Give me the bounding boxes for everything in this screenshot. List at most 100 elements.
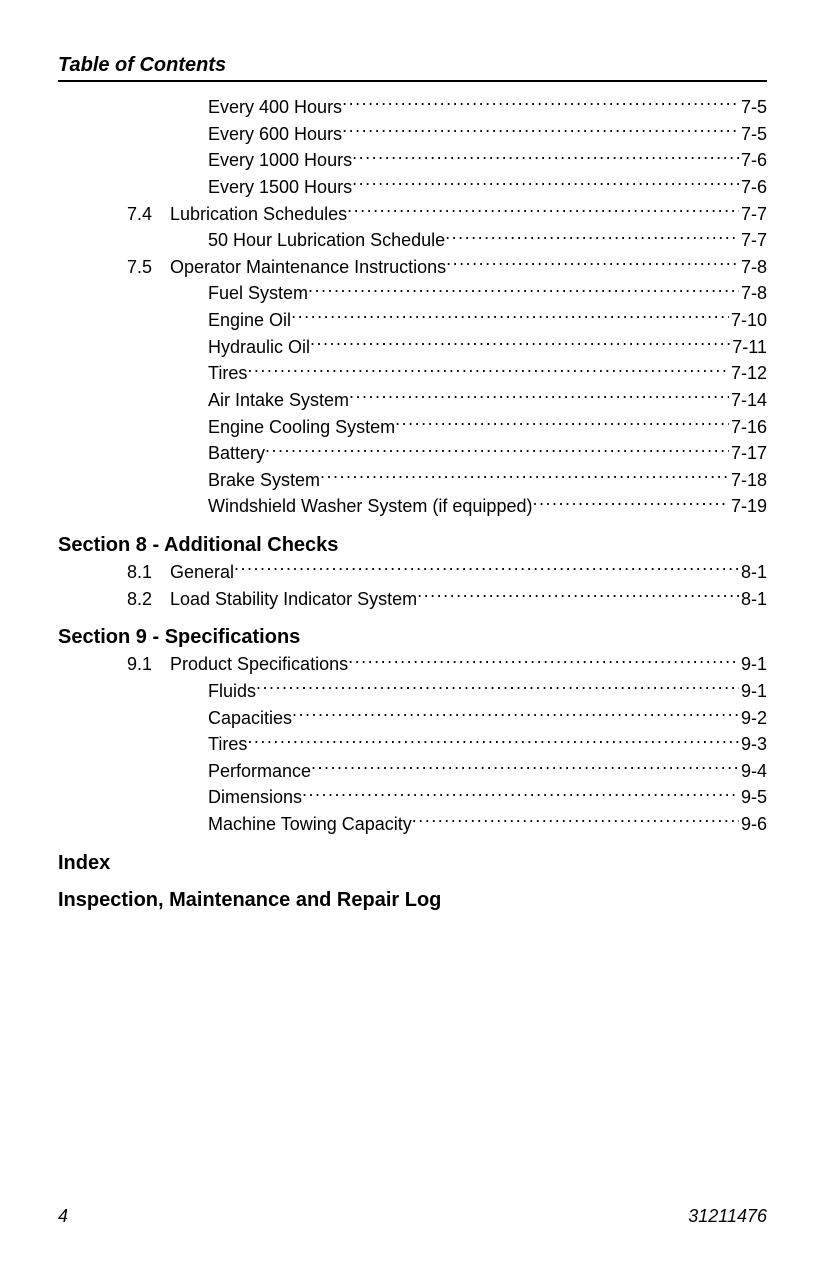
toc-entry-label: Every 400 Hours (208, 94, 342, 121)
footer-page-number: 4 (58, 1206, 68, 1227)
toc-entry-page: 9-4 (739, 758, 767, 785)
toc-entry-page: 7-18 (729, 467, 767, 494)
footer-doc-number: 31211476 (688, 1206, 767, 1227)
toc-entry-number: 8.1 (58, 559, 170, 586)
toc-dot-leader (234, 560, 739, 578)
toc-entry-label: Engine Oil (208, 307, 291, 334)
section-heading-8: Section 8 - Additional Checks (58, 534, 767, 557)
section-heading-9: Section 9 - Specifications (58, 626, 767, 649)
toc-entry-page: 7-8 (739, 280, 767, 307)
toc-entry-number: 7.4 (58, 201, 170, 228)
toc-entry-label: Load Stability Indicator System (170, 586, 417, 613)
toc-dot-leader (311, 759, 739, 777)
toc-entry: 7.4Lubrication Schedules 7-7 (58, 201, 767, 228)
section-heading-log: Inspection, Maintenance and Repair Log (58, 889, 767, 912)
toc-dot-leader (349, 388, 729, 406)
toc-entry: 8.2Load Stability Indicator System8-1 (58, 586, 767, 613)
toc-dot-leader (265, 441, 729, 459)
toc-dot-leader (347, 202, 739, 220)
toc-entry: 9.1Product Specifications 9-1 (58, 651, 767, 678)
toc-entry-label: Windshield Washer System (if equipped) (208, 493, 532, 520)
toc-entry: Battery7-17 (58, 440, 767, 467)
toc-entry-page: 7-16 (729, 414, 767, 441)
toc-entry: Engine Oil 7-10 (58, 307, 767, 334)
toc-dot-leader (310, 335, 730, 353)
toc-entry-page: 7-10 (729, 307, 767, 334)
toc-entry-page: 7-19 (729, 493, 767, 520)
toc-entry-page: 9-1 (739, 651, 767, 678)
toc-entry: Dimensions9-5 (58, 784, 767, 811)
toc-entry-page: 9-5 (739, 784, 767, 811)
toc-dot-leader (247, 732, 739, 750)
toc-entry: Tires7-12 (58, 360, 767, 387)
toc-entry: Engine Cooling System 7-16 (58, 414, 767, 441)
toc-entry: 50 Hour Lubrication Schedule 7-7 (58, 227, 767, 254)
toc-dot-leader (445, 228, 739, 246)
toc-dot-leader (352, 175, 739, 193)
toc-entry: Every 600 Hours7-5 (58, 121, 767, 148)
toc-entry-page: 7-7 (739, 201, 767, 228)
toc-entry-label: Performance (208, 758, 311, 785)
toc-group-section8: 8.1General8-18.2Load Stability Indicator… (58, 559, 767, 612)
toc-entry-page: 7-6 (739, 147, 767, 174)
toc-entry-page: 7-11 (730, 334, 767, 361)
toc-group-section9: 9.1Product Specifications9-1Fluids9-1Cap… (58, 651, 767, 837)
toc-entry-label: 50 Hour Lubrication Schedule (208, 227, 445, 254)
toc-entry-label: Lubrication Schedules (170, 201, 347, 228)
toc-dot-leader (348, 652, 739, 670)
toc-entry: 8.1General 8-1 (58, 559, 767, 586)
toc-dot-leader (395, 415, 729, 433)
toc-entry-page: 7-8 (739, 254, 767, 281)
toc-entry: Every 1000 Hours 7-6 (58, 147, 767, 174)
toc-entry: Tires 9-3 (58, 731, 767, 758)
toc-dot-leader (247, 361, 729, 379)
toc-entry-number: 7.5 (58, 254, 170, 281)
toc-entry-label: Capacities (208, 705, 292, 732)
toc-entry-page: 9-3 (739, 731, 767, 758)
toc-entry: Fluids 9-1 (58, 678, 767, 705)
toc-entry-page: 7-7 (739, 227, 767, 254)
toc-entry: Every 400 Hours 7-5 (58, 94, 767, 121)
toc-entry-label: General (170, 559, 234, 586)
page-title: Table of Contents (58, 54, 767, 82)
toc-entry-page: 9-6 (739, 811, 767, 838)
toc-dot-leader (308, 281, 739, 299)
toc-entry-page: 8-1 (739, 586, 767, 613)
toc-entry-label: Tires (208, 731, 247, 758)
toc-entry-label: Hydraulic Oil (208, 334, 310, 361)
toc-entry-page: 8-1 (739, 559, 767, 586)
toc-entry: Fuel System 7-8 (58, 280, 767, 307)
toc-entry-number: 9.1 (58, 651, 170, 678)
toc-dot-leader (352, 148, 739, 166)
toc-entry-page: 9-2 (739, 705, 767, 732)
toc-entry: Every 1500 Hours7-6 (58, 174, 767, 201)
toc-entry: Capacities 9-2 (58, 705, 767, 732)
toc-dot-leader (342, 95, 739, 113)
toc-entry: Hydraulic Oil 7-11 (58, 334, 767, 361)
toc-group-section7-continued: Every 400 Hours7-5Every 600 Hours7-5Ever… (58, 94, 767, 520)
toc-entry: Air Intake System7-14 (58, 387, 767, 414)
toc-entry-label: Product Specifications (170, 651, 348, 678)
toc-entry-label: Every 1000 Hours (208, 147, 352, 174)
toc-entry-label: Every 600 Hours (208, 121, 342, 148)
toc-entry-label: Air Intake System (208, 387, 349, 414)
toc-entry-page: 7-17 (729, 440, 767, 467)
toc-entry-page: 7-5 (739, 94, 767, 121)
toc-entry-label: Engine Cooling System (208, 414, 395, 441)
toc-entry-label: Tires (208, 360, 247, 387)
toc-dot-leader (446, 255, 739, 273)
toc-entry-label: Brake System (208, 467, 320, 494)
toc-dot-leader (412, 812, 739, 830)
toc-dot-leader (342, 122, 739, 140)
toc-entry-label: Fuel System (208, 280, 308, 307)
section-heading-index: Index (58, 852, 767, 875)
toc-entry-label: Fluids (208, 678, 256, 705)
toc-entry-page: 9-1 (739, 678, 767, 705)
toc-entry: Windshield Washer System (if equipped) 7-… (58, 493, 767, 520)
toc-dot-leader (291, 308, 729, 326)
toc-entry-label: Machine Towing Capacity (208, 811, 412, 838)
toc-entry-label: Every 1500 Hours (208, 174, 352, 201)
toc-dot-leader (532, 494, 729, 512)
toc-dot-leader (320, 468, 729, 486)
toc-entry: Machine Towing Capacity 9-6 (58, 811, 767, 838)
